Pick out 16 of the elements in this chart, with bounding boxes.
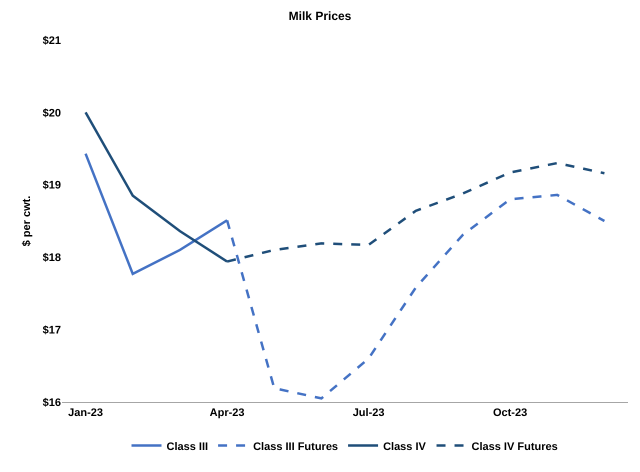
y-tick-label: $17 xyxy=(42,324,61,336)
x-tick-label: Jan-23 xyxy=(68,407,104,420)
y-tick-label: $19 xyxy=(42,180,61,192)
y-tick-label: $20 xyxy=(42,107,61,120)
y-tick-label: $16 xyxy=(42,396,61,409)
legend-label: Class IV xyxy=(383,440,427,453)
y-tick-label: $21 xyxy=(42,34,61,47)
x-tick-label: Oct-23 xyxy=(492,407,528,420)
legend-label: Class III xyxy=(166,440,208,453)
y-tick-label: $18 xyxy=(42,252,61,264)
chart-title: Milk Prices xyxy=(288,9,352,24)
legend-label: Class IV Futures xyxy=(472,440,558,453)
y-axis-title: $ per cwt. xyxy=(21,196,33,246)
x-tick-label: Jul-23 xyxy=(352,407,384,420)
legend-label: Class III Futures xyxy=(253,440,338,453)
x-tick-label: Apr-23 xyxy=(210,407,244,420)
